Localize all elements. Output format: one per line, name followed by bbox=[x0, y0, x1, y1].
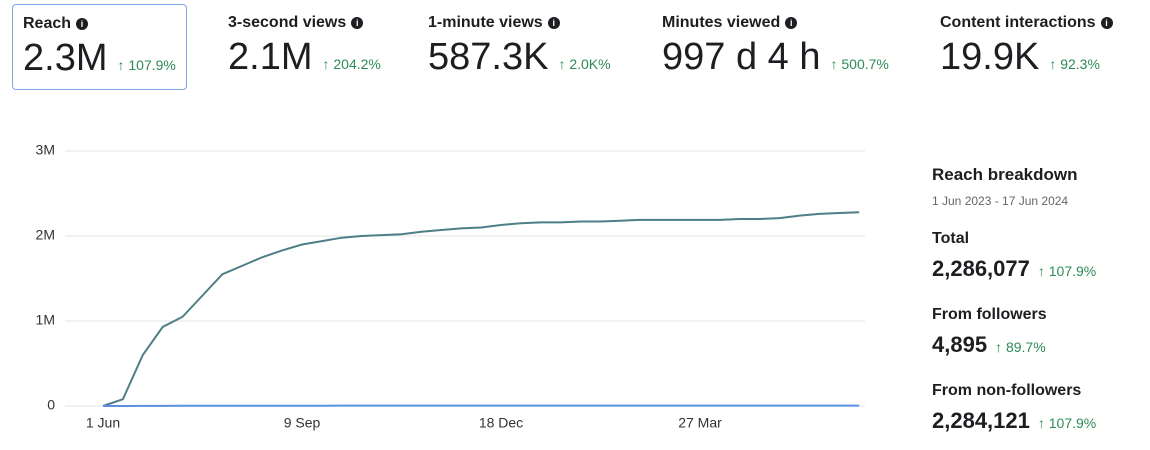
breakdown-value-row: 2,284,121 ↑ 107.9% bbox=[932, 408, 1096, 434]
info-icon: i bbox=[785, 17, 798, 29]
breakdown-range: 1 Jun 2023 - 17 Jun 2024 bbox=[932, 194, 1069, 208]
metric-change: ↑ 2.0K% bbox=[558, 56, 611, 72]
x-tick-label: 1 Jun bbox=[86, 415, 120, 431]
chart: 0 1M 2M 3M 1 Jun 9 Sep 18 Dec 27 Mar bbox=[36, 142, 865, 431]
y-tick-label: 2M bbox=[36, 227, 55, 243]
line-series bbox=[102, 211, 860, 407]
breakdown-value: 4,895 bbox=[932, 332, 988, 357]
breakdown-label: Total bbox=[932, 230, 970, 247]
x-tick-label: 18 Dec bbox=[479, 415, 523, 431]
metric-label: Reach bbox=[23, 15, 72, 32]
metric-value-row: 19.9K ↑ 92.3% bbox=[940, 36, 1113, 79]
breakdown-change: ↑ 107.9% bbox=[1037, 415, 1097, 431]
x-tick-label: 27 Mar bbox=[678, 415, 722, 431]
metric-value-row: 2.1M ↑ 204.2% bbox=[228, 36, 381, 79]
metric-label-row: Minutes viewed i bbox=[662, 14, 889, 32]
metric-value: 2.3M bbox=[23, 37, 108, 79]
metric-value: 997 d 4 h bbox=[662, 36, 821, 78]
metric-label: 1-minute views bbox=[428, 14, 543, 31]
metric-card[interactable]: Reach i 2.3M ↑ 107.9% bbox=[12, 4, 187, 90]
metric-label-row: Reach i bbox=[23, 15, 176, 33]
metric-value: 19.9K bbox=[940, 36, 1040, 78]
y-tick-label: 0 bbox=[47, 397, 55, 413]
y-tick-label: 3M bbox=[36, 142, 55, 158]
x-tick-label: 9 Sep bbox=[284, 415, 321, 431]
breakdown-value-row: 4,895 ↑ 89.7% bbox=[932, 332, 1046, 358]
breakdown-change: ↑ 89.7% bbox=[995, 339, 1046, 355]
metric-change: ↑ 500.7% bbox=[830, 56, 889, 72]
metric-card: Minutes viewed i 997 d 4 h ↑ 500.7% bbox=[652, 4, 899, 90]
info-icon: i bbox=[1100, 17, 1113, 29]
breakdown-value: 2,284,121 bbox=[932, 408, 1030, 433]
metric-label-row: 3-second views i bbox=[228, 14, 381, 32]
metric-value-row: 997 d 4 h ↑ 500.7% bbox=[662, 36, 889, 79]
metric-value: 587.3K bbox=[428, 36, 549, 78]
breakdown-change: ↑ 107.9% bbox=[1037, 263, 1097, 279]
metric-change: ↑ 92.3% bbox=[1049, 56, 1100, 72]
info-icon: i bbox=[76, 18, 89, 30]
metric-card: Content interactions i 19.9K ↑ 92.3% bbox=[930, 4, 1123, 90]
metric-label-row: 1-minute views i bbox=[428, 14, 611, 32]
metric-label: Content interactions bbox=[940, 14, 1096, 31]
metric-card: 3-second views i 2.1M ↑ 204.2% bbox=[218, 4, 391, 90]
metric-change: ↑ 107.9% bbox=[117, 57, 176, 73]
metric-value: 2.1M bbox=[228, 36, 313, 78]
breakdown-value: 2,286,077 bbox=[932, 256, 1030, 281]
breakdown-title: Reach breakdown bbox=[932, 165, 1078, 184]
metric-change: ↑ 204.2% bbox=[322, 56, 381, 72]
metric-card: 1-minute views i 587.3K ↑ 2.0K% bbox=[418, 4, 621, 90]
breakdown-value-row: 2,286,077 ↑ 107.9% bbox=[932, 256, 1096, 282]
breakdown-label: From non-followers bbox=[932, 382, 1082, 399]
metric-label-row: Content interactions i bbox=[940, 14, 1113, 32]
info-icon: i bbox=[351, 17, 364, 29]
metric-label: 3-second views bbox=[228, 14, 347, 31]
metric-label: Minutes viewed bbox=[662, 14, 781, 31]
info-icon: i bbox=[547, 17, 560, 29]
breakdown-label: From followers bbox=[932, 306, 1047, 323]
y-tick-label: 1M bbox=[36, 312, 55, 328]
metric-value-row: 2.3M ↑ 107.9% bbox=[23, 37, 176, 80]
metric-value-row: 587.3K ↑ 2.0K% bbox=[428, 36, 611, 79]
